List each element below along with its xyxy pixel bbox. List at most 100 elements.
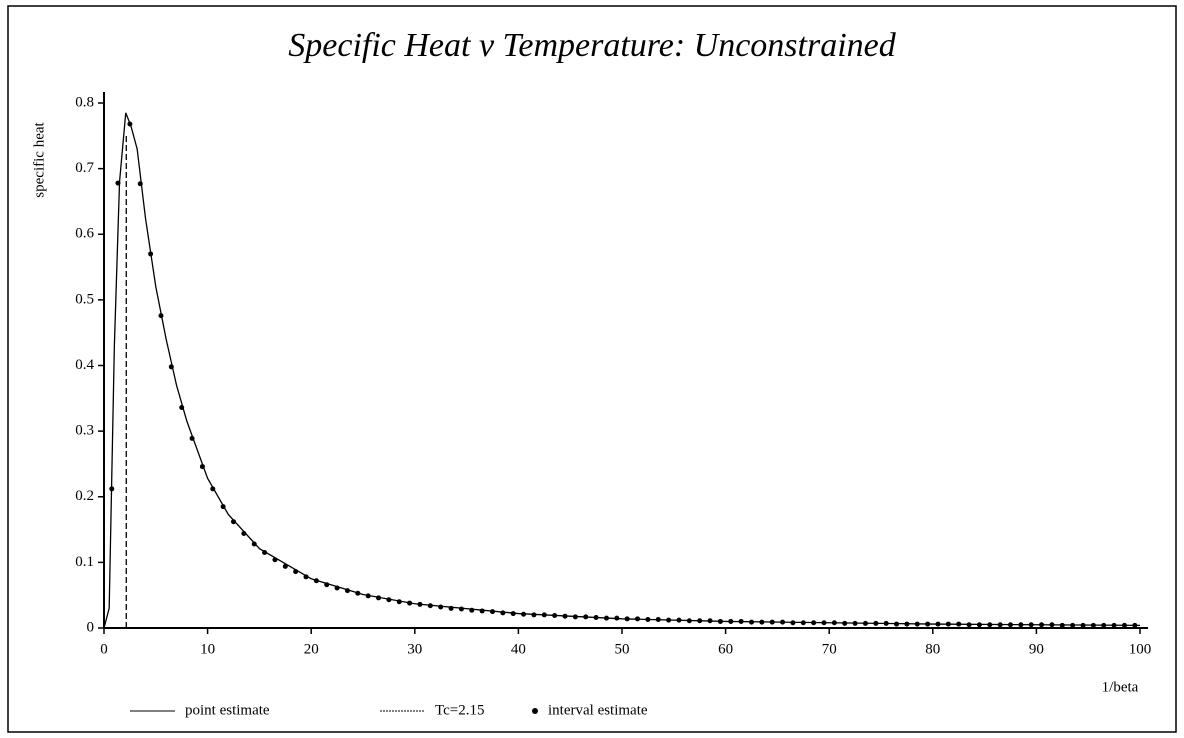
dot (189, 435, 195, 441)
dot (914, 621, 920, 627)
dot (1101, 622, 1107, 628)
dot (448, 605, 454, 611)
dot (666, 617, 672, 623)
dot (966, 622, 972, 628)
dot (1008, 622, 1013, 628)
dot (645, 616, 651, 622)
x-tick-label: 60 (718, 641, 733, 657)
x-tick-label: 50 (615, 641, 630, 657)
dot (1132, 622, 1138, 628)
y-tick-label: 0.2 (75, 488, 94, 504)
dot (376, 595, 382, 601)
dot (987, 622, 993, 628)
dot (552, 613, 558, 619)
legend-label: interval estimate (548, 702, 648, 718)
dot (728, 618, 734, 624)
dot (115, 180, 121, 186)
dot (334, 585, 340, 591)
dot (438, 604, 444, 610)
dot (603, 615, 609, 621)
x-tick-label: 10 (200, 641, 215, 657)
dot (883, 620, 889, 626)
dot (417, 601, 423, 607)
dot (168, 364, 174, 370)
dot (769, 619, 775, 625)
dot (1111, 622, 1117, 628)
dot (272, 557, 278, 563)
chart-title: Specific Heat v Temperature: Unconstrain… (288, 27, 896, 64)
y-tick-label: 0.7 (75, 160, 94, 176)
dot (109, 486, 115, 492)
dot (614, 615, 620, 621)
y-tick-label: 0.8 (75, 94, 94, 110)
dot (293, 569, 299, 575)
dot (572, 614, 578, 620)
x-tick-label: 100 (1129, 641, 1152, 657)
x-tick-label: 30 (407, 641, 422, 657)
y-tick-label: 0.1 (75, 554, 94, 570)
dot (956, 621, 962, 627)
dot (137, 181, 143, 187)
frame (7, 5, 1177, 733)
dot (1059, 622, 1065, 628)
dot (282, 563, 288, 569)
y-tick-label: 0 (87, 619, 95, 635)
dot (873, 620, 879, 626)
dot (780, 619, 786, 625)
dot (1090, 622, 1096, 628)
dot (303, 574, 309, 580)
x-tick-label: 20 (304, 641, 319, 657)
dot (386, 597, 392, 603)
dot (635, 616, 641, 622)
dot (862, 620, 868, 626)
x-tick-label: 80 (925, 641, 940, 657)
legend-label: point estimate (185, 702, 270, 718)
x-tick-label: 0 (100, 641, 108, 657)
dot (624, 616, 630, 622)
dot (479, 608, 485, 614)
dot (251, 541, 257, 547)
dot (852, 620, 858, 626)
dot (800, 620, 806, 626)
dot (935, 621, 941, 627)
dot (821, 620, 827, 626)
dot (324, 582, 330, 588)
dot (925, 621, 931, 627)
dot (686, 618, 692, 624)
dot (158, 313, 164, 319)
x-axis-label: 1/beta (1102, 679, 1139, 695)
dot (262, 550, 268, 556)
line-series (103, 112, 1141, 629)
dot (1121, 622, 1127, 628)
dot (210, 486, 216, 492)
dot (583, 614, 589, 620)
dot (738, 618, 744, 624)
dot (1080, 622, 1086, 628)
dot (1039, 622, 1045, 628)
dot (521, 611, 527, 617)
y-tick-label: 0.3 (75, 423, 94, 439)
dot (396, 599, 402, 605)
y-tick-label: 0.5 (75, 291, 94, 307)
dot (344, 588, 350, 594)
dot (1028, 622, 1034, 628)
y-tick-label: 0.4 (75, 357, 94, 373)
dot (904, 621, 910, 627)
dot (976, 622, 982, 628)
dot (510, 611, 516, 617)
dot (1049, 622, 1055, 628)
dot (707, 618, 713, 624)
dot (313, 578, 319, 584)
dot (790, 620, 796, 626)
dot (676, 617, 682, 623)
x-tick-label: 70 (822, 641, 837, 657)
dot (355, 590, 361, 596)
dot (500, 610, 506, 616)
legend-label: Tc=2.15 (435, 702, 484, 718)
dot (407, 600, 413, 606)
dot (717, 618, 723, 624)
dot (220, 504, 226, 510)
dot (759, 619, 765, 625)
dot (127, 121, 133, 127)
